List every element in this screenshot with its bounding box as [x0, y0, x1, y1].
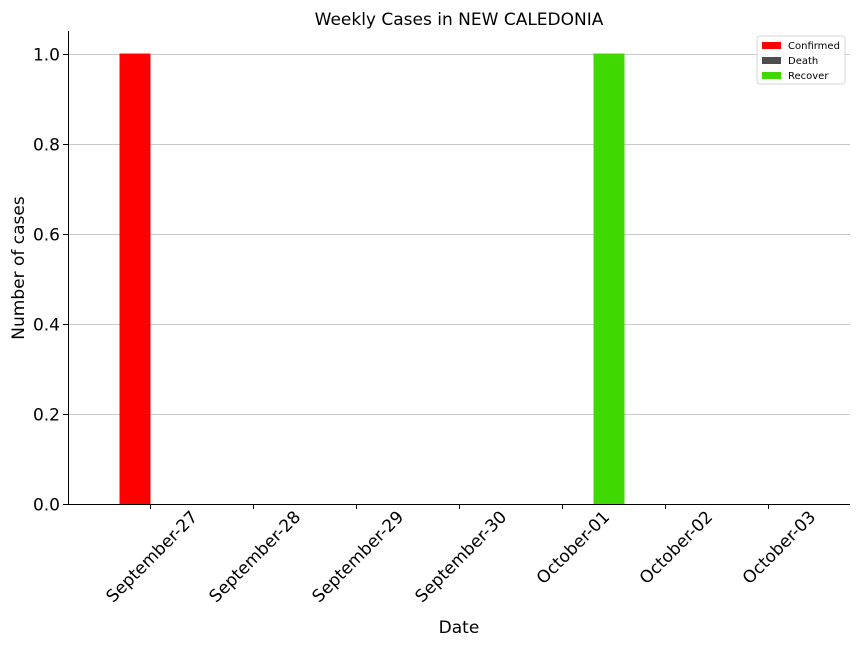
legend-label-death: Death	[788, 56, 818, 67]
y-tick-label: 1.0	[33, 46, 60, 66]
y-tick-label: 0.2	[33, 406, 60, 426]
x-tick-label: September-28	[206, 507, 305, 606]
legend-swatch-recover	[762, 72, 781, 79]
x-tick-label: October-01	[533, 507, 614, 588]
legend: Confirmed Death Recover	[756, 35, 846, 85]
x-tick-label: September-27	[103, 507, 202, 606]
y-tick-label: 0.8	[33, 136, 60, 156]
bar-confirmed-september-27	[119, 53, 151, 505]
x-ticks: September-27 September-28 September-29 Sept…	[103, 504, 820, 607]
legend-swatch-death	[762, 57, 781, 64]
y-tick-label: 0.0	[33, 496, 60, 516]
axes	[68, 31, 850, 505]
x-tick-label: October-02	[636, 507, 717, 588]
legend-label-confirmed: Confirmed	[788, 41, 840, 52]
x-tick-label: September-29	[309, 507, 408, 606]
legend-label-recover: Recover	[788, 71, 829, 82]
bar-recover-october-01	[593, 53, 625, 505]
x-tick-label: October-03	[739, 507, 820, 588]
y-tick-label: 0.4	[33, 316, 60, 336]
y-axis-label: Number of cases	[9, 196, 29, 340]
y-ticks: 0.0 0.2 0.4 0.6 0.8 1.0	[33, 46, 68, 516]
y-grid	[68, 54, 850, 415]
x-tick-label: September-30	[412, 507, 511, 606]
y-tick-label: 0.6	[33, 226, 60, 246]
bars	[119, 53, 625, 505]
x-axis-label: Date	[439, 618, 480, 638]
chart-title: Weekly Cases in NEW CALEDONIA	[315, 10, 604, 30]
legend-swatch-confirmed	[762, 42, 781, 49]
